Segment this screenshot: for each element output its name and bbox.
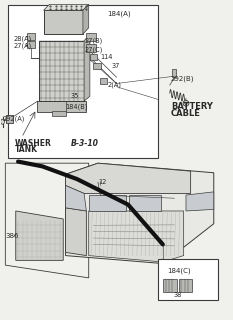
Polygon shape [83,4,89,34]
Bar [100,78,107,84]
Polygon shape [186,192,214,211]
Text: 37: 37 [112,63,120,69]
Bar [27,33,35,40]
Bar [163,279,177,292]
Text: 2(A): 2(A) [107,82,121,88]
Bar [86,33,96,42]
Polygon shape [65,186,86,211]
Text: 292(A): 292(A) [3,115,25,122]
Bar [52,111,65,116]
Polygon shape [84,36,90,101]
Text: WASHER: WASHER [15,139,51,148]
Text: 27(A): 27(A) [14,43,32,49]
Text: 386: 386 [5,234,19,239]
Text: 292(B): 292(B) [171,76,194,82]
Bar [90,54,97,60]
Text: 184(B): 184(B) [65,103,88,110]
Text: 27(B): 27(B) [84,37,102,44]
Bar [93,62,101,69]
Polygon shape [65,163,214,264]
Polygon shape [89,211,184,262]
Text: 27(C): 27(C) [84,47,103,53]
Text: 12: 12 [98,179,106,185]
Text: 38: 38 [173,292,182,299]
Bar [39,41,84,101]
Ellipse shape [185,102,187,104]
Polygon shape [65,163,191,194]
Bar [8,5,158,158]
Text: TANK: TANK [15,145,38,154]
Text: CABLE: CABLE [171,109,201,118]
Text: 114: 114 [100,54,113,60]
Text: 28(A): 28(A) [14,36,32,42]
Polygon shape [129,195,161,211]
Text: 184(A): 184(A) [107,11,131,17]
Ellipse shape [183,100,189,106]
Circle shape [1,119,4,124]
Text: BATTERY: BATTERY [171,102,213,111]
Bar [178,279,192,292]
Bar [37,101,86,112]
Bar [44,10,83,34]
Bar [172,68,176,76]
Bar [27,42,35,49]
Text: 184(C): 184(C) [168,268,191,274]
Text: 35: 35 [70,93,79,99]
Polygon shape [16,211,63,260]
Bar [86,44,96,52]
Text: B-3-10: B-3-10 [71,139,99,148]
Bar [6,116,13,123]
Bar [158,259,218,300]
Polygon shape [44,4,89,10]
Polygon shape [89,195,126,211]
Polygon shape [65,208,86,256]
